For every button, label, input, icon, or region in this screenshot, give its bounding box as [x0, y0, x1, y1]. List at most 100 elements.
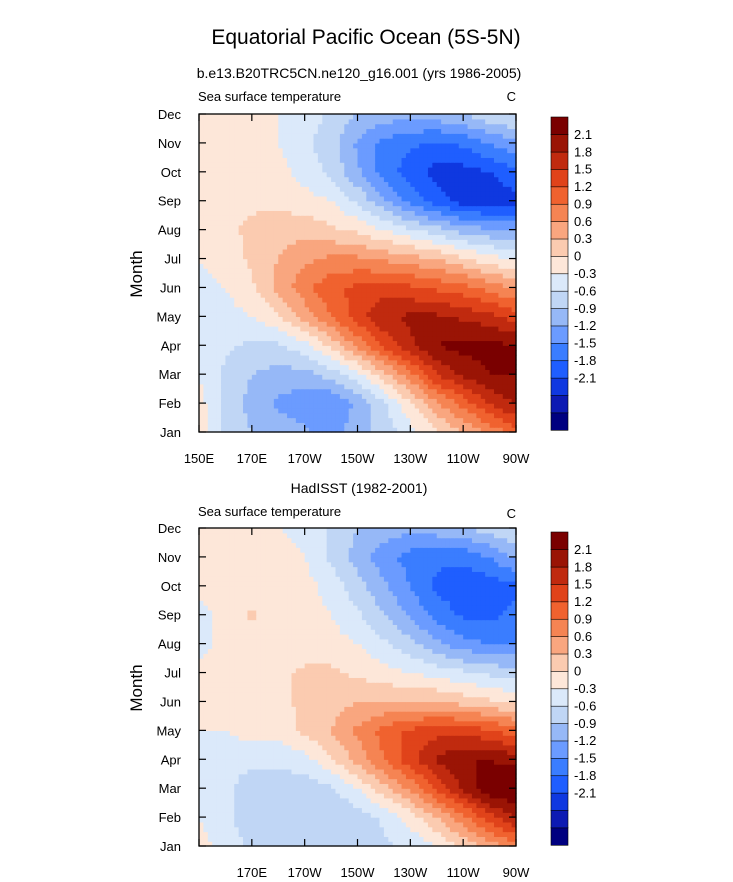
heatmap-cell	[489, 215, 495, 221]
heatmap-cell	[260, 301, 266, 308]
heatmap-cell	[392, 220, 398, 226]
heatmap-cell	[361, 427, 367, 433]
heatmap-cell	[467, 311, 473, 317]
heatmap-cell	[370, 350, 376, 356]
heatmap-cell	[335, 273, 341, 279]
heatmap-cell	[493, 118, 499, 125]
heatmap-cell	[511, 306, 517, 313]
heatmap-cell	[339, 263, 345, 269]
heatmap-cell	[401, 340, 407, 346]
heatmap-cell	[361, 215, 367, 221]
heatmap-cell	[212, 229, 218, 236]
heatmap-cell	[234, 316, 240, 322]
heatmap-cell	[397, 345, 403, 351]
heatmap-cell	[339, 403, 345, 409]
heatmap-cell	[436, 407, 442, 414]
heatmap-cell	[432, 253, 438, 260]
heatmap-cell	[300, 412, 306, 419]
heatmap-cell	[295, 244, 301, 250]
heatmap-cell	[366, 354, 372, 361]
heatmap-cell	[304, 403, 310, 409]
heatmap-cell	[265, 152, 271, 158]
heatmap-cell	[309, 118, 315, 125]
heatmap-cell	[238, 836, 244, 842]
heatmap-cell	[212, 157, 218, 163]
heatmap-cell	[269, 311, 275, 317]
heatmap-cell	[348, 407, 354, 414]
heatmap-cell	[234, 128, 240, 134]
heatmap-cell	[199, 147, 204, 154]
heatmap-cell	[445, 200, 451, 207]
heatmap-cell	[317, 369, 323, 375]
heatmap-cell	[295, 335, 301, 342]
heatmap-cell	[348, 118, 354, 125]
heatmap-cell	[313, 244, 319, 250]
heatmap-cell	[392, 123, 398, 130]
heatmap-cell	[401, 248, 407, 255]
heatmap-cell	[441, 836, 447, 842]
heatmap-cell	[485, 268, 491, 274]
heatmap-cell	[361, 162, 367, 168]
heatmap-cell	[432, 841, 438, 847]
heatmap-cell	[234, 340, 240, 346]
heatmap-cell	[238, 138, 244, 144]
heatmap-cell	[410, 412, 416, 419]
heatmap-cell	[278, 147, 284, 154]
heatmap-cell	[291, 277, 297, 284]
heatmap-cell	[344, 407, 350, 414]
heatmap-cell	[282, 133, 288, 139]
heatmap-cell	[507, 297, 513, 303]
heatmap-cell	[339, 359, 345, 366]
heatmap-cell	[471, 345, 477, 351]
heatmap-cell	[432, 114, 438, 120]
heatmap-cell	[449, 186, 455, 192]
heatmap-cell	[304, 277, 310, 284]
heatmap-cell	[414, 379, 420, 385]
heatmap-cell	[476, 248, 482, 255]
heatmap-cell	[357, 181, 363, 187]
heatmap-cell	[229, 273, 235, 279]
heatmap-cell	[203, 181, 209, 187]
heatmap-cell	[265, 200, 271, 207]
heatmap-cell	[361, 340, 367, 346]
heatmap-cell	[471, 403, 477, 409]
heatmap-cell	[203, 239, 209, 245]
heatmap-cell	[414, 133, 420, 139]
heatmap-cell	[273, 321, 279, 327]
heatmap-cell	[313, 330, 319, 337]
heatmap-cell	[436, 258, 442, 264]
heatmap-cell	[502, 292, 508, 298]
heatmap-cell	[392, 138, 398, 144]
heatmap-cell	[348, 335, 354, 342]
heatmap-cell	[260, 306, 266, 313]
heatmap-cell	[207, 181, 213, 187]
heatmap-cell	[260, 167, 266, 173]
heatmap-cell	[287, 282, 293, 289]
heatmap-cell	[243, 138, 249, 144]
heatmap-cell	[269, 229, 275, 236]
heatmap-cell	[269, 147, 275, 154]
heatmap-cell	[379, 301, 385, 308]
heatmap-cell	[432, 282, 438, 289]
heatmap-cell	[291, 220, 297, 226]
heatmap-cell	[251, 167, 257, 173]
heatmap-cell	[304, 369, 310, 375]
heatmap-cell	[269, 123, 275, 130]
heatmap-cell	[445, 138, 451, 144]
heatmap-cell	[436, 364, 442, 370]
heatmap-cell	[256, 138, 262, 144]
heatmap-cell	[480, 383, 486, 390]
heatmap-cell	[436, 297, 442, 303]
heatmap-cell	[458, 181, 464, 187]
heatmap-cell	[445, 114, 451, 120]
heatmap-cell	[441, 354, 447, 361]
heatmap-cell	[212, 273, 218, 279]
heatmap-cell	[507, 171, 513, 178]
heatmap-cell	[199, 282, 204, 289]
heatmap-cell	[304, 224, 310, 231]
heatmap-cell	[507, 162, 513, 168]
heatmap-cell	[454, 316, 460, 322]
heatmap-cell	[423, 234, 429, 240]
heatmap-cell	[243, 330, 249, 337]
heatmap-cell	[454, 123, 460, 130]
